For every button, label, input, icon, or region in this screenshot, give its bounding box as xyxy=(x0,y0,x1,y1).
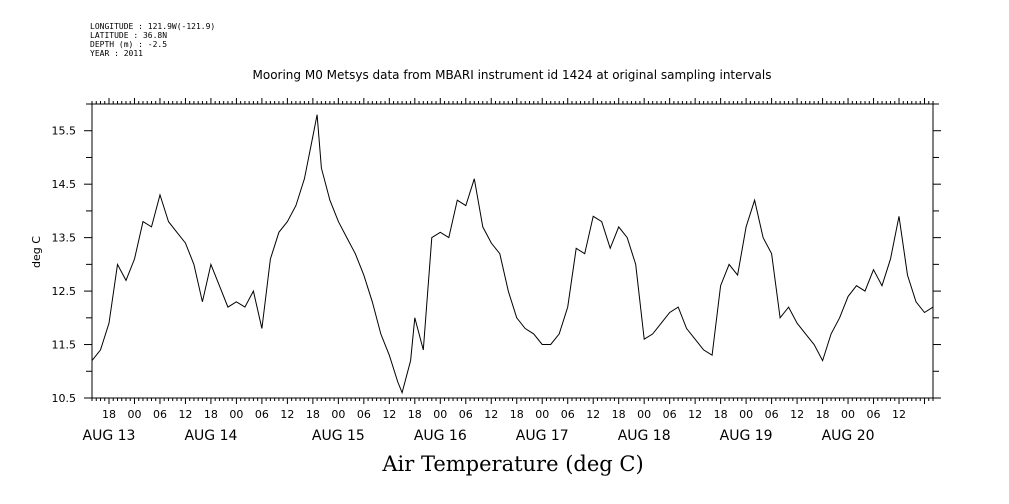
x-tick-label: 12 xyxy=(586,408,600,421)
date-label: AUG 15 xyxy=(312,428,365,444)
date-label: AUG 16 xyxy=(414,428,467,444)
x-tick-label: 18 xyxy=(306,408,320,421)
x-tick-label: 12 xyxy=(178,408,192,421)
x-tick-label: 00 xyxy=(331,408,345,421)
y-tick-label: 12.5 xyxy=(52,285,77,298)
chart-footer-row: Air Temperature (deg C) xyxy=(0,452,1009,476)
date-label: AUG 19 xyxy=(720,428,773,444)
x-tick-label: 00 xyxy=(841,408,855,421)
chart-title-row: Mooring M0 Metsys data from MBARI instru… xyxy=(0,68,1009,82)
x-tick-label: 00 xyxy=(127,408,141,421)
chart-footer-title: Air Temperature (deg C) xyxy=(382,452,644,476)
y-tick-label: 14.5 xyxy=(52,178,77,191)
x-tick-label: 06 xyxy=(357,408,371,421)
x-tick-label: 00 xyxy=(535,408,549,421)
y-tick-label: 15.5 xyxy=(52,125,77,138)
x-tick-label: 18 xyxy=(510,408,524,421)
temperature-series-line xyxy=(91,114,934,395)
latitude-text: LATITUDE : 36.8N xyxy=(90,31,168,40)
x-tick-label: 18 xyxy=(408,408,422,421)
y-tick-labels: 10.5 11.5 12.5 13.5 14.5 15.5 xyxy=(52,125,77,405)
x-tick-label: 12 xyxy=(484,408,498,421)
x-tick-label: 18 xyxy=(816,408,830,421)
x-tick-label: 06 xyxy=(765,408,779,421)
x-tick-label: 12 xyxy=(790,408,804,421)
x-tick-label: 06 xyxy=(459,408,473,421)
date-label: AUG 18 xyxy=(618,428,671,444)
date-label: AUG 20 xyxy=(822,428,875,444)
x-tick-label: 06 xyxy=(255,408,269,421)
date-label: AUG 17 xyxy=(516,428,569,444)
x-tick-label: 06 xyxy=(561,408,575,421)
y-tick-label: 11.5 xyxy=(52,339,77,352)
date-labels: AUG 13 AUG 14 AUG 15 AUG 16 AUG 17 AUG 18 AUG … xyxy=(83,428,875,444)
x-tick-label: 00 xyxy=(739,408,753,421)
x-tick-label: 18 xyxy=(204,408,218,421)
x-tick-label: 06 xyxy=(663,408,677,421)
y-axis-label: deg C xyxy=(30,236,43,268)
year-text: YEAR : 2011 xyxy=(90,49,143,58)
date-label: AUG 14 xyxy=(184,428,237,444)
y-tick-label: 13.5 xyxy=(52,232,77,245)
x-tick-label: 12 xyxy=(892,408,906,421)
x-tick-label: 12 xyxy=(280,408,294,421)
x-tick-label: 00 xyxy=(433,408,447,421)
x-tick-label: 18 xyxy=(612,408,626,421)
plot-frame xyxy=(91,103,934,399)
x-tick-label: 00 xyxy=(637,408,651,421)
x-tick-labels: 18 00 06 12 18 00 06 12 18 00 06 12 18 00 06 12 18 00 06 12… xyxy=(102,408,906,421)
chart-title: Mooring M0 Metsys data from MBARI instru… xyxy=(252,68,772,82)
x-tick-label: 18 xyxy=(714,408,728,421)
x-tick-label: 06 xyxy=(153,408,167,421)
axis-ticks xyxy=(84,98,941,404)
x-tick-label: 06 xyxy=(867,408,881,421)
x-tick-label: 00 xyxy=(229,408,243,421)
date-label: AUG 13 xyxy=(83,428,136,444)
x-tick-label: 18 xyxy=(102,408,116,421)
depth-text: DEPTH (m) : -2.5 xyxy=(90,40,168,49)
longitude-text: LONGITUDE : 121.9W(-121.9) xyxy=(90,22,216,31)
metadata-block: LONGITUDE : 121.9W(-121.9) LATITUDE : 36… xyxy=(90,22,215,58)
y-tick-label: 10.5 xyxy=(52,392,77,405)
x-tick-label: 12 xyxy=(382,408,396,421)
x-tick-label: 12 xyxy=(688,408,702,421)
